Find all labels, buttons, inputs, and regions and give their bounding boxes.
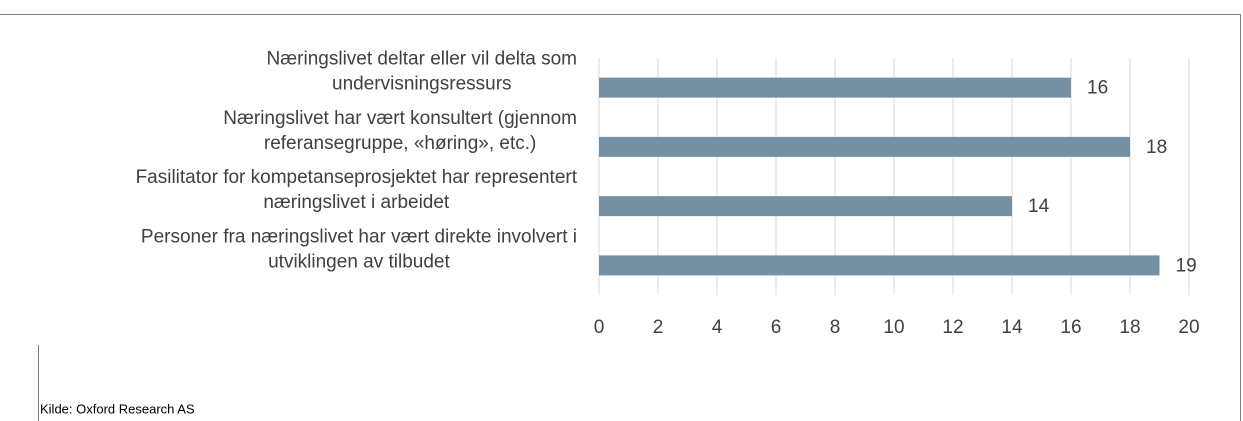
category-label: Næringslivet har vært konsultert (gjenno…: [223, 108, 577, 154]
x-tick-label: 10: [883, 317, 904, 338]
x-tick-label: 14: [1001, 317, 1023, 338]
category-label: Næringslivet deltar eller vil delta som u…: [267, 49, 577, 95]
x-tick-label: 8: [830, 317, 841, 338]
bar: [599, 136, 1130, 157]
category-label: Fasilitator for kompetanseprosjektet har…: [136, 167, 578, 213]
x-tick-label: 0: [594, 317, 605, 338]
x-tick-label: 6: [771, 317, 782, 338]
bar: [599, 255, 1160, 276]
data-label: 16: [1087, 78, 1108, 99]
category-label-line: Fasilitator for kompetanseprosjektet har…: [136, 167, 578, 188]
x-tick-label: 2: [653, 317, 664, 338]
category-label-line: Næringslivet deltar eller vil delta som: [267, 49, 577, 70]
data-label: 18: [1146, 137, 1167, 158]
category-label-line: utviklingen av tilbudet: [268, 251, 450, 272]
category-label-line: referansegruppe, «høring», etc.): [264, 133, 537, 154]
x-tick-label: 18: [1119, 317, 1140, 338]
x-tick-label: 4: [712, 317, 723, 338]
category-label: Personer fra næringslivet har vært direk…: [141, 226, 577, 272]
category-label-line: næringslivet i arbeidet: [263, 192, 450, 213]
category-label-line: Næringslivet har vært konsultert (gjenno…: [223, 108, 577, 129]
x-tick-label: 20: [1178, 317, 1199, 338]
bar: [599, 196, 1012, 217]
x-tick-label: 16: [1060, 317, 1081, 338]
category-label-line: Personer fra næringslivet har vært direk…: [141, 226, 577, 247]
data-label: 19: [1176, 255, 1197, 276]
x-tick-label: 12: [942, 317, 963, 338]
source: Kilde: Oxford Research AS: [40, 401, 195, 416]
category-label-line: undervisningsressurs: [332, 74, 512, 95]
data-label: 14: [1028, 196, 1050, 217]
bar: [599, 77, 1071, 98]
frame: [0, 14, 1241, 421]
